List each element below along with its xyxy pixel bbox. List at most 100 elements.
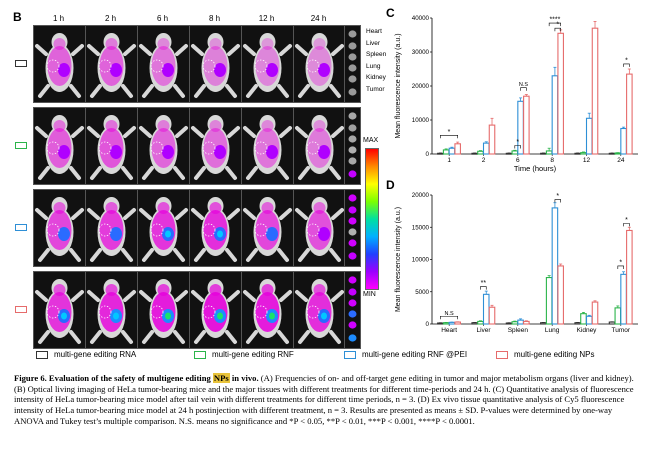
significance-bracket (514, 145, 521, 149)
bar (511, 321, 519, 325)
bar (585, 117, 593, 155)
mouse-silhouette (35, 279, 84, 344)
row-marker (15, 142, 27, 149)
y-tick-label: 0 (426, 321, 430, 328)
mouse-silhouette (87, 33, 136, 98)
legend-entry: multi-gene editing NPs (496, 350, 594, 359)
caption-lead-1: Figure 6. Evaluation of the safety of mu… (14, 373, 213, 383)
time-label: 8 h (208, 14, 221, 23)
bar (557, 265, 564, 325)
mouse-image (293, 271, 346, 349)
x-tick-label: 6 (516, 157, 520, 164)
x-tick-label: Lung (545, 327, 560, 334)
bar (437, 152, 444, 155)
mouse-silhouette (191, 279, 240, 344)
bar (505, 322, 513, 325)
bar (580, 313, 587, 325)
bar (442, 149, 450, 155)
mouse-image (85, 107, 138, 185)
bar (608, 152, 616, 155)
mouse-silhouette (87, 115, 136, 180)
bar (482, 293, 490, 325)
y-tick-label: 15000 (412, 224, 430, 231)
bar (620, 273, 627, 325)
mouse-silhouette (191, 33, 240, 98)
legend-swatch (36, 350, 48, 359)
mouse-silhouette (295, 115, 344, 180)
legend-swatch (344, 350, 356, 359)
mouse-silhouette (35, 197, 84, 262)
bar (540, 152, 547, 155)
bar (626, 229, 633, 325)
panel-b-letter: B (13, 10, 22, 24)
significance-bracket (554, 199, 561, 203)
significance-bracket (440, 315, 458, 320)
significance-bracket (623, 223, 630, 227)
significance-label: N.S (519, 82, 529, 88)
mouse-image (33, 25, 86, 103)
mouse-silhouette (243, 279, 292, 344)
mouse-image (85, 189, 138, 267)
bar (591, 27, 599, 155)
significance-bracket (623, 63, 630, 67)
bar (448, 321, 456, 325)
tissue-name-label: Tumor (366, 85, 385, 93)
mouse-silhouette (243, 115, 292, 180)
mouse-image (241, 25, 294, 103)
bar (580, 152, 587, 155)
legend-swatch (194, 350, 206, 359)
y-axis-label: Mean fluorescence intensity (a.u.) (395, 207, 402, 312)
x-tick-label: Tumor (612, 327, 631, 334)
bar (471, 322, 479, 325)
bar (574, 322, 582, 325)
significance-label: * (619, 259, 622, 266)
bar (585, 315, 593, 325)
mouse-image (33, 107, 86, 185)
bar (437, 322, 444, 325)
legend-entry: multi-gene editing RNF (194, 350, 294, 359)
mouse-silhouette (87, 279, 136, 344)
bar (505, 152, 513, 155)
tissue-image-column (344, 271, 361, 349)
chart-c: 0 10000 20000 30000 40000 Mean fluorescence i… (395, 15, 638, 173)
bar (574, 152, 582, 155)
mouse-image (85, 271, 138, 349)
bar (523, 95, 530, 155)
significance-bracket (617, 265, 624, 269)
significance-label: * (448, 129, 451, 136)
legend-swatch (496, 350, 508, 359)
tissue-image-column (344, 189, 361, 267)
y-tick-label: 0 (426, 151, 430, 158)
legend-label: multi-gene editing NPs (514, 350, 595, 359)
mouse-silhouette (35, 33, 84, 98)
significance-label: N.S (444, 311, 454, 317)
bar (448, 147, 456, 155)
x-tick-label: 1 (447, 157, 451, 164)
bar (471, 152, 479, 155)
mouse-image (137, 107, 190, 185)
bar (523, 320, 530, 325)
tissue-names: Heart Liver Spleen Lung Kidney Tumor (366, 28, 406, 108)
row-marker (15, 60, 27, 67)
mouse-silhouette (139, 279, 188, 344)
mouse-silhouette (295, 279, 344, 344)
bar (454, 321, 461, 325)
mouse-silhouette (295, 197, 344, 262)
significance-label: ** (481, 280, 487, 287)
significance-bracket (520, 87, 527, 91)
significance-label: * (556, 22, 559, 29)
tissue-name-label: Kidney (366, 74, 386, 81)
mouse-image (189, 107, 242, 185)
mouse-image (85, 25, 138, 103)
bar (614, 152, 622, 155)
significance-bracket (480, 286, 487, 290)
significance-label: * (556, 193, 559, 200)
y-tick-label: 5000 (415, 289, 429, 296)
y-tick-label: 10000 (412, 257, 430, 264)
mouse-silhouette (191, 197, 240, 262)
y-tick-label: 30000 (412, 49, 430, 56)
bar (608, 321, 616, 325)
legend-label: multi-gene editing RNF (212, 350, 294, 359)
bar (551, 75, 559, 155)
significance-bracket (554, 27, 561, 32)
